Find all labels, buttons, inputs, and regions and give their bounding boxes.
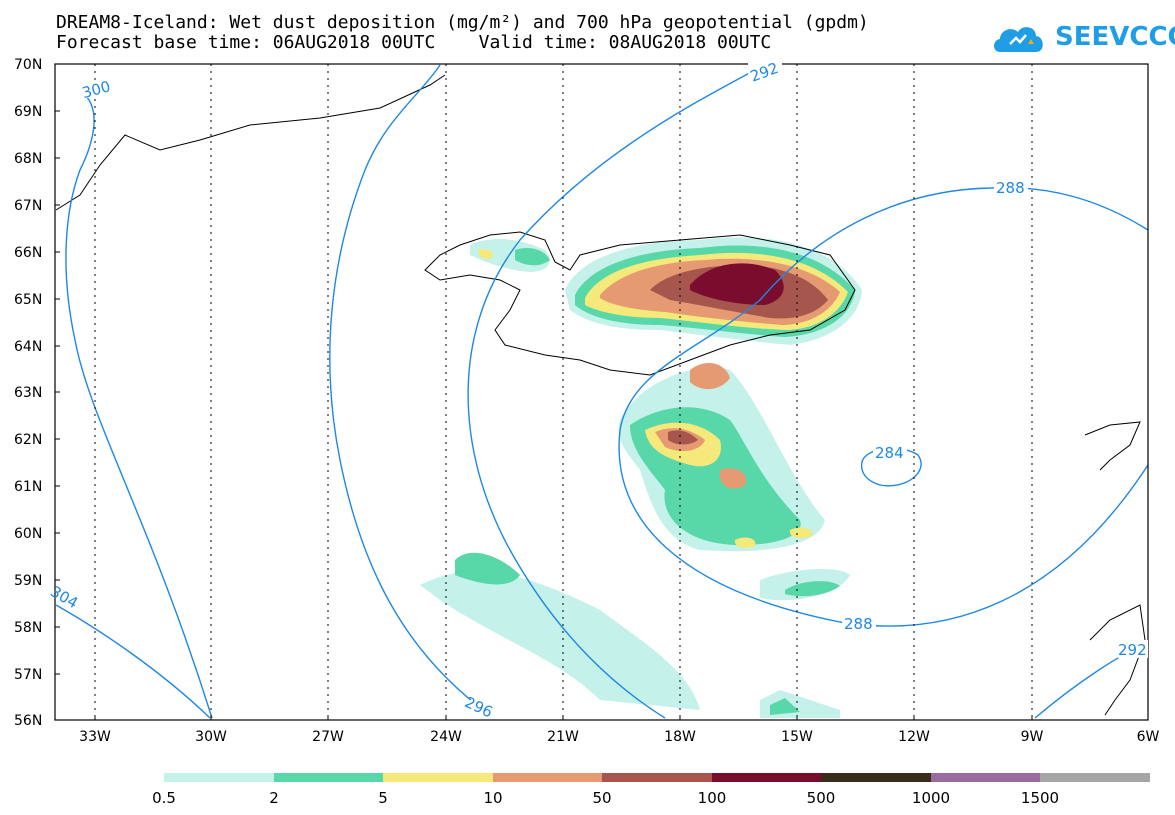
lat-label: 57N bbox=[14, 667, 42, 683]
colorbar-swatch bbox=[602, 773, 712, 782]
colorbar-label: 10 bbox=[483, 789, 502, 807]
colorbar-swatch bbox=[493, 773, 602, 782]
lon-label: 30W bbox=[195, 729, 227, 745]
contour-label: 284 bbox=[875, 444, 904, 462]
lon-label: 12W bbox=[898, 729, 930, 745]
colorbar-swatch bbox=[821, 773, 931, 782]
lon-label: 6W bbox=[1137, 729, 1160, 745]
colorbar-label: 100 bbox=[698, 789, 727, 807]
colorbar-label: 1000 bbox=[912, 789, 950, 807]
lon-axis bbox=[94, 715, 1033, 720]
colorbar-swatch bbox=[164, 773, 274, 782]
title-line-2: Forecast base time: 06AUG2018 00UTC Vali… bbox=[56, 32, 772, 53]
lat-label: 66N bbox=[14, 245, 42, 261]
lon-label: 24W bbox=[430, 729, 462, 745]
lat-label: 67N bbox=[14, 198, 42, 214]
lat-label: 61N bbox=[14, 479, 42, 495]
contour-label: 292 bbox=[1118, 641, 1147, 659]
lon-label: 15W bbox=[781, 729, 813, 745]
lat-label: 68N bbox=[14, 151, 42, 167]
lat-label: 59N bbox=[14, 573, 42, 589]
lat-label: 69N bbox=[14, 104, 42, 120]
lon-label: 21W bbox=[547, 729, 579, 745]
contour-label: 288 bbox=[996, 179, 1025, 197]
colorbar-label: 0.5 bbox=[152, 789, 176, 807]
logo-text: SEEVCCC bbox=[1055, 22, 1175, 52]
colorbar-swatch bbox=[712, 773, 821, 782]
lat-label: 70N bbox=[14, 57, 42, 73]
contour-label: 288 bbox=[844, 615, 873, 633]
lon-label: 33W bbox=[79, 729, 111, 745]
colorbar-label: 5 bbox=[378, 789, 388, 807]
colorbar bbox=[164, 773, 1150, 782]
colorbar-label: 500 bbox=[807, 789, 836, 807]
colorbar-swatch bbox=[931, 773, 1040, 782]
colorbar-label: 2 bbox=[269, 789, 279, 807]
lon-label: 18W bbox=[664, 729, 696, 745]
lat-axis bbox=[55, 63, 60, 721]
lat-label: 62N bbox=[14, 432, 42, 448]
lat-label: 60N bbox=[14, 526, 42, 542]
map-grid bbox=[94, 64, 1033, 720]
cloud-icon bbox=[994, 27, 1043, 52]
lat-label: 64N bbox=[14, 339, 42, 355]
colorbar-swatch bbox=[1040, 773, 1150, 782]
colorbar-swatch bbox=[274, 773, 383, 782]
coastlines bbox=[55, 74, 1146, 716]
title-line-1: DREAM8-Iceland: Wet dust deposition (mg/… bbox=[56, 12, 869, 33]
lon-label: 9W bbox=[1021, 729, 1044, 745]
dust-shading bbox=[420, 237, 862, 718]
lat-label: 56N bbox=[14, 713, 42, 729]
contour-labels: 300 292 288 284 288 296 304 292 bbox=[47, 59, 1148, 721]
geopotential-contours bbox=[55, 64, 1149, 719]
colorbar-label: 1500 bbox=[1021, 789, 1059, 807]
colorbar-label: 50 bbox=[592, 789, 611, 807]
lat-label: 63N bbox=[14, 385, 42, 401]
lon-label: 27W bbox=[312, 729, 344, 745]
colorbar-swatch bbox=[383, 773, 493, 782]
lat-label: 65N bbox=[14, 292, 42, 308]
lat-label: 58N bbox=[14, 620, 42, 636]
